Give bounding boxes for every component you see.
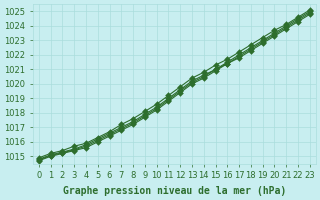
- X-axis label: Graphe pression niveau de la mer (hPa): Graphe pression niveau de la mer (hPa): [63, 186, 286, 196]
